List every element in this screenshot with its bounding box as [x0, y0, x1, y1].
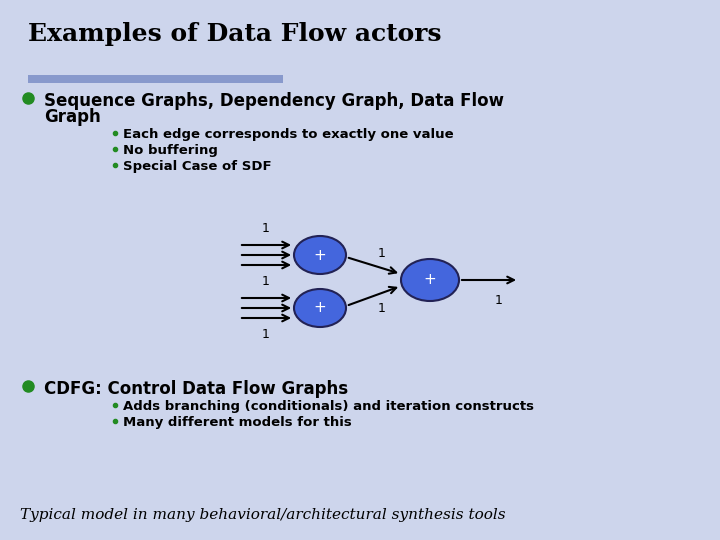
- Text: CDFG: Control Data Flow Graphs: CDFG: Control Data Flow Graphs: [44, 380, 348, 398]
- Text: 1: 1: [262, 275, 270, 288]
- Text: No buffering: No buffering: [123, 144, 218, 157]
- Bar: [28, 75, 283, 83]
- Ellipse shape: [401, 259, 459, 301]
- Text: Typical model in many behavioral/architectural synthesis tools: Typical model in many behavioral/archite…: [20, 508, 505, 522]
- Text: 1: 1: [495, 294, 503, 307]
- Ellipse shape: [294, 289, 346, 327]
- Text: Examples of Data Flow actors: Examples of Data Flow actors: [28, 22, 441, 46]
- Text: Sequence Graphs, Dependency Graph, Data Flow: Sequence Graphs, Dependency Graph, Data …: [44, 92, 504, 110]
- Text: +: +: [314, 247, 326, 262]
- Text: Each edge corresponds to exactly one value: Each edge corresponds to exactly one val…: [123, 128, 454, 141]
- Text: Many different models for this: Many different models for this: [123, 416, 352, 429]
- Text: 1: 1: [377, 301, 385, 314]
- Text: 1: 1: [262, 328, 270, 341]
- Text: 1: 1: [377, 247, 385, 260]
- Text: Adds branching (conditionals) and iteration constructs: Adds branching (conditionals) and iterat…: [123, 400, 534, 413]
- Text: +: +: [314, 300, 326, 315]
- Text: 1: 1: [262, 222, 270, 235]
- Text: Special Case of SDF: Special Case of SDF: [123, 160, 271, 173]
- Ellipse shape: [294, 236, 346, 274]
- Text: +: +: [423, 273, 436, 287]
- Text: Graph: Graph: [44, 108, 101, 126]
